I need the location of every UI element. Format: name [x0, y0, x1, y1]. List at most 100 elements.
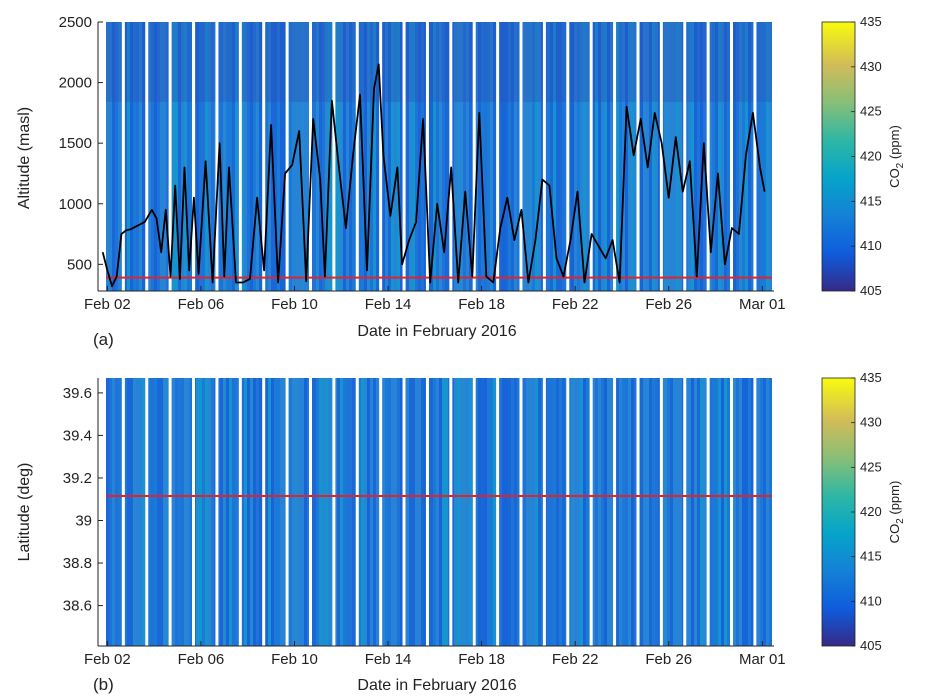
heatmap-cell	[598, 22, 601, 291]
heatmap-cell	[124, 22, 127, 291]
heatmap-cell	[166, 378, 169, 646]
heatmap-cell	[676, 378, 679, 646]
heatmap-cell	[442, 22, 445, 291]
x-tick-label: Feb 02	[84, 651, 131, 668]
heatmap-cell	[553, 22, 556, 291]
y-tick-label: 39.2	[63, 470, 92, 487]
heatmap-cell	[271, 378, 274, 646]
heatmap-cell	[178, 378, 181, 646]
colorbar-tick-label: 405	[860, 638, 882, 653]
heatmap-cell	[316, 378, 319, 646]
heatmap-cell	[772, 378, 774, 646]
heatmap-cell	[154, 22, 157, 291]
heatmap-cell	[277, 378, 280, 646]
heatmap-cell	[373, 378, 376, 646]
heatmap-cell	[397, 378, 400, 646]
heatmap-cell	[241, 378, 244, 646]
heatmap-cell	[229, 378, 232, 646]
latitude-y-axis-label: Latitude (deg)	[16, 463, 33, 562]
heatmap-cell	[301, 22, 304, 291]
heatmap-cell	[478, 378, 481, 646]
heatmap-cell	[295, 378, 298, 646]
colorbar-tick-label: 435	[860, 14, 882, 29]
heatmap-cell	[772, 22, 774, 291]
heatmap-cell	[187, 378, 190, 646]
day-gap	[519, 22, 523, 291]
heatmap-cell	[139, 378, 142, 646]
heatmap-cell	[253, 22, 256, 291]
heatmap-cell	[505, 378, 508, 646]
heatmap-cell	[391, 22, 394, 291]
heatmap-cell	[259, 22, 262, 291]
heatmap-cell	[160, 22, 163, 291]
x-tick-label: Feb 26	[645, 651, 692, 668]
heatmap-cell	[634, 378, 637, 646]
latitude-heatmap-cells	[98, 378, 774, 646]
heatmap-cell	[220, 22, 223, 291]
heatmap-cell	[652, 22, 655, 291]
day-gap	[215, 378, 219, 646]
altitude-y-axis-label: Altitude (masl)	[16, 107, 33, 209]
y-tick-label: 1000	[59, 196, 92, 213]
day-gap	[145, 22, 149, 291]
heatmap-cell	[280, 378, 283, 646]
colorbar-tick-label: 435	[860, 370, 882, 385]
heatmap-cell	[763, 378, 766, 646]
heatmap-cell	[568, 22, 571, 291]
heatmap-cell	[667, 378, 670, 646]
heatmap-cell	[691, 22, 694, 291]
heatmap-cell	[556, 22, 559, 291]
heatmap-cell	[325, 22, 328, 291]
day-gap	[566, 378, 570, 646]
day-gap	[683, 378, 687, 646]
day-gap	[449, 22, 453, 291]
heatmap-cell	[349, 378, 352, 646]
heatmap-cell	[130, 22, 133, 291]
heatmap-cell	[175, 22, 178, 291]
heatmap-cell	[232, 378, 235, 646]
heatmap-cell	[655, 22, 658, 291]
heatmap-cell	[307, 22, 310, 291]
heatmap-cell	[196, 22, 199, 291]
heatmap-cell	[649, 378, 652, 646]
heatmap-cell	[667, 22, 670, 291]
heatmap-cell	[502, 22, 505, 291]
heatmap-cell	[385, 378, 388, 646]
heatmap-cell	[505, 22, 508, 291]
day-gap	[566, 22, 570, 291]
heatmap-cell	[574, 378, 577, 646]
heatmap-cell	[340, 378, 343, 646]
heatmap-cell	[190, 378, 193, 646]
heatmap-cell	[226, 378, 229, 646]
day-gap	[706, 22, 710, 291]
day-gap	[472, 22, 476, 291]
colorbar-tick-label: 415	[860, 549, 882, 564]
x-tick-label: Feb 10	[271, 296, 318, 313]
colorbar-label: CO2 (ppm)	[887, 125, 906, 188]
heatmap-cell	[178, 22, 181, 291]
heatmap-cell	[409, 378, 412, 646]
heatmap-cell	[622, 378, 625, 646]
heatmap-cell	[508, 378, 511, 646]
heatmap-cell	[622, 22, 625, 291]
heatmap-cell	[769, 378, 772, 646]
heatmap-cell	[322, 22, 325, 291]
heatmap-cell	[199, 378, 202, 646]
heatmap-cell	[628, 378, 631, 646]
heatmap-cell	[607, 378, 610, 646]
heatmap-cell	[364, 378, 367, 646]
latitude-x-axis-label: Date in February 2016	[357, 677, 516, 694]
heatmap-cell	[631, 378, 634, 646]
heatmap-cell	[766, 378, 769, 646]
heatmap-cell	[424, 378, 427, 646]
heatmap-cell	[202, 22, 205, 291]
heatmap-cell	[400, 378, 403, 646]
heatmap-cell	[304, 378, 307, 646]
heatmap-cell	[697, 22, 700, 291]
heatmap-cell	[727, 378, 730, 646]
heatmap-cell	[445, 378, 448, 646]
x-tick-label: Feb 02	[84, 296, 131, 313]
heatmap-cell	[718, 378, 721, 646]
heatmap-cell	[721, 22, 724, 291]
